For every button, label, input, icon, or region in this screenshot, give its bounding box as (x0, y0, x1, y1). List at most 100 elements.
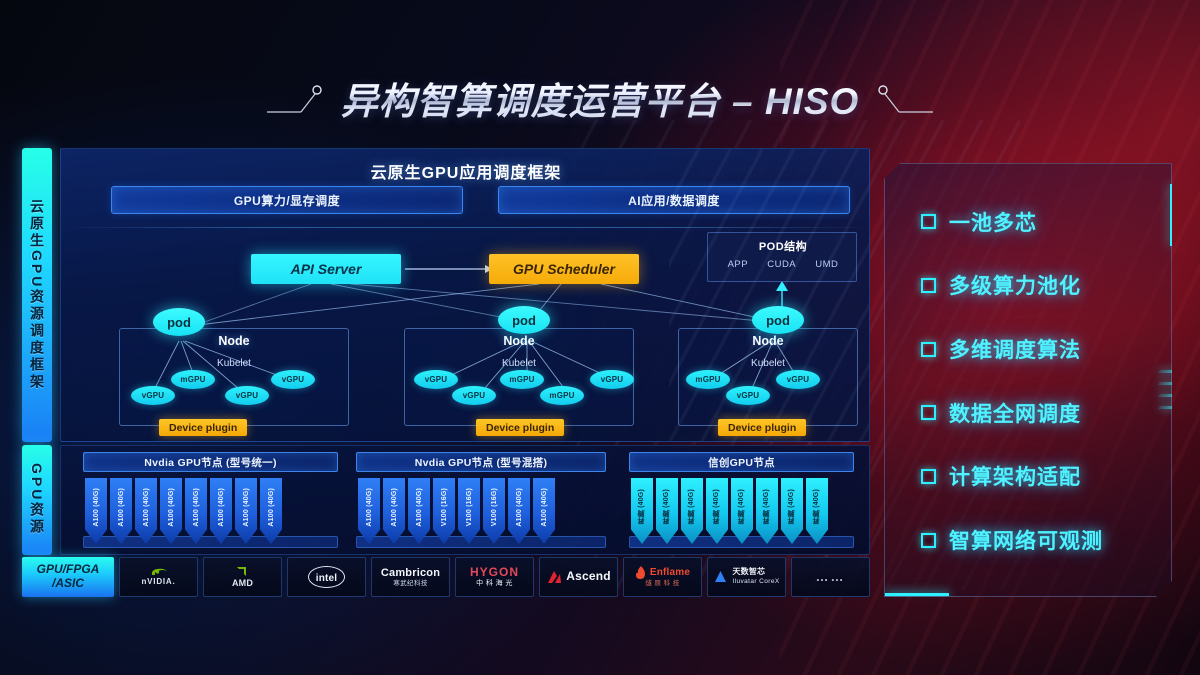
gpu-card[interactable]: 昇腾 (40G) (631, 478, 653, 544)
feature-item-3[interactable]: 多维调度算法 (921, 334, 1171, 364)
feature-item-4[interactable]: 数据全网调度 (921, 398, 1171, 428)
vendor-cambricon[interactable]: Cambricon 寒武纪科技 (371, 557, 450, 597)
feature-item-6-label: 智算网络可观测 (949, 530, 1103, 554)
nvidia-logo-icon (151, 568, 167, 576)
feature-item-1[interactable]: 一池多芯 (921, 207, 1171, 237)
gpu-card[interactable]: A100 (40G) (533, 478, 555, 544)
pod-node-2[interactable]: pod (498, 306, 550, 334)
title-bar: 异构智算调度运营平台 – HISO (0, 68, 1200, 128)
framework-panel: 云原生GPU应用调度框架 GPU算力/显存调度 AI应用/数据调度 (60, 148, 870, 442)
gpu-card[interactable]: 昇腾 (40G) (781, 478, 803, 544)
gpu-card[interactable]: A100 (40G) (235, 478, 257, 544)
feature-item-5[interactable]: 计算架构适配 (921, 461, 1171, 491)
gpu-card[interactable]: 昇腾 (40G) (656, 478, 678, 544)
gpu-card[interactable]: A100 (40G) (160, 478, 182, 544)
gpu-card[interactable]: A100 (40G) (110, 478, 132, 544)
gpu-card[interactable]: 昇腾 (40G) (706, 478, 728, 544)
gpu-card[interactable]: A100 (40G) (408, 478, 430, 544)
checkbox-icon (921, 214, 936, 229)
gpu-node-group-3-header[interactable]: 信创GPU节点 (629, 452, 854, 472)
scheduling-pill-ai[interactable]: AI应用/数据调度 (498, 186, 850, 214)
vgpu-ellipse[interactable]: vGPU (271, 370, 315, 389)
sidebar-tab-framework[interactable]: 云原生GPU资源调度框架 (22, 148, 52, 442)
gpu-card-label: A100 (40G) (192, 487, 200, 527)
architecture-diagram: 云原生GPU资源调度框架 GPU资源 云原生GPU应用调度框架 GPU算力/显存… (22, 145, 870, 600)
gpu-card[interactable]: V100 (16G) (483, 478, 505, 544)
gpu-card-label: A100 (40G) (390, 487, 398, 527)
gpu-card[interactable]: 昇腾 (40G) (681, 478, 703, 544)
vendor-iluvatar[interactable]: 天数智芯 Iluvatar CoreX (707, 557, 786, 597)
vendor-more[interactable]: …… (791, 557, 870, 597)
pod-node-3[interactable]: pod (752, 306, 804, 334)
device-plugin-2[interactable]: Device plugin (476, 419, 565, 436)
vgpu-ellipse[interactable]: vGPU (131, 386, 175, 405)
gpu-node-group-3: 信创GPU节点 昇腾 (40G) 昇腾 (40G) 昇腾 (40G) 昇腾 (4… (629, 452, 854, 550)
device-plugin-label: Device plugin (486, 421, 555, 434)
intel-logo-icon: intel (307, 566, 346, 588)
gpu-card[interactable]: A100 (40G) (210, 478, 232, 544)
vgpu-ellipse[interactable]: vGPU (225, 386, 269, 405)
feature-item-2[interactable]: 多级算力池化 (921, 270, 1171, 300)
pod-node-1[interactable]: pod (153, 308, 205, 336)
node-label: Node (503, 334, 535, 348)
gpu-node-group-1-header[interactable]: Nvdia GPU节点 (型号统一) (83, 452, 338, 472)
device-plugin-3[interactable]: Device plugin (718, 419, 807, 436)
gpu-card[interactable]: A100 (40G) (135, 478, 157, 544)
gpu-card-label: A100 (40G) (117, 487, 125, 527)
scheduling-pill-compute[interactable]: GPU算力/显存调度 (111, 186, 463, 214)
gpu-card-label: 昇腾 (40G) (663, 489, 670, 525)
gpu-card[interactable]: A100 (40G) (508, 478, 530, 544)
gpu-card[interactable]: 昇腾 (40G) (806, 478, 828, 544)
mgpu-label: mGPU (549, 391, 575, 400)
vendor-ascend[interactable]: Ascend (539, 557, 618, 597)
title-right-decoration-icon (878, 85, 934, 113)
gpu-card[interactable]: A100 (40G) (260, 478, 282, 544)
device-plugin-1[interactable]: Device plugin (159, 419, 248, 436)
mgpu-ellipse[interactable]: mGPU (686, 370, 730, 389)
pod-label: pod (512, 312, 536, 328)
mgpu-label: mGPU (695, 375, 721, 384)
feature-item-6[interactable]: 智算网络可观测 (921, 525, 1171, 555)
scheduling-pill-ai-label: AI应用/数据调度 (628, 193, 720, 208)
gpu-card[interactable]: A100 (40G) (185, 478, 207, 544)
gpu-card-label: 昇腾 (40G) (763, 489, 770, 525)
vgpu-ellipse[interactable]: vGPU (452, 386, 496, 405)
gpu-card-label: A100 (40G) (92, 487, 100, 527)
vendor-nvidia[interactable]: nVIDIA. (119, 557, 198, 597)
mgpu-ellipse[interactable]: mGPU (500, 370, 544, 389)
vendor-amd[interactable]: AMD (203, 557, 282, 597)
vgpu-ellipse[interactable]: vGPU (726, 386, 770, 405)
feature-panel: 一池多芯 多级算力池化 多维调度算法 数据全网调度 计算架构适配 智算网络可观测 (884, 163, 1172, 597)
vendor-intel[interactable]: intel (287, 557, 366, 597)
gpu-card[interactable]: 昇腾 (40G) (731, 478, 753, 544)
vendor-iluvatar-sub: Iluvatar CoreX (732, 578, 780, 585)
gpu-node-group-1: Nvdia GPU节点 (型号统一) A100 (40G) A100 (40G)… (83, 452, 338, 550)
gpu-card[interactable]: A100 (40G) (358, 478, 380, 544)
vgpu-label: vGPU (600, 375, 624, 384)
vendor-hygon-sub: 中 科 海 光 (476, 579, 513, 587)
framework-title: 云原生GPU应用调度框架 (370, 165, 562, 182)
gpu-card[interactable]: V100 (16G) (433, 478, 455, 544)
gpu-card[interactable]: A100 (40G) (383, 478, 405, 544)
vendor-enflame[interactable]: Enflame 燧 原 科 技 (623, 557, 702, 597)
gpu-card[interactable]: V100 (16G) (458, 478, 480, 544)
mgpu-ellipse[interactable]: mGPU (540, 386, 584, 405)
vgpu-ellipse[interactable]: vGPU (776, 370, 820, 389)
vgpu-ellipse[interactable]: vGPU (414, 370, 458, 389)
enflame-logo-icon (635, 566, 645, 580)
pod-structure-items: APP CUDA UMD (708, 259, 858, 270)
gpu-card-label: V100 (16G) (440, 487, 448, 527)
api-server-box[interactable]: API Server (251, 254, 401, 284)
gpu-scheduler-box[interactable]: GPU Scheduler (489, 254, 639, 284)
gpu-node-group-2-header[interactable]: Nvdia GPU节点 (型号混搭) (356, 452, 606, 472)
gpu-card[interactable]: A100 (40G) (85, 478, 107, 544)
section-divider (61, 227, 869, 228)
vgpu-ellipse[interactable]: vGPU (590, 370, 634, 389)
vendor-hygon[interactable]: HYGON 中 科 海 光 (455, 557, 534, 597)
gpu-card-label: A100 (40G) (540, 487, 548, 527)
mgpu-ellipse[interactable]: mGPU (171, 370, 215, 389)
vgpu-label: vGPU (424, 375, 448, 384)
gpu-card[interactable]: 昇腾 (40G) (756, 478, 778, 544)
sidebar-tab-gpu-resource[interactable]: GPU资源 (22, 445, 52, 555)
